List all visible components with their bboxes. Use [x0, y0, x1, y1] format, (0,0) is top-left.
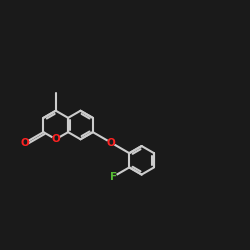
Text: O: O	[21, 138, 30, 148]
Circle shape	[22, 140, 29, 146]
Text: F: F	[110, 172, 117, 182]
Circle shape	[110, 174, 116, 180]
Circle shape	[108, 140, 114, 146]
Text: O: O	[52, 134, 60, 144]
Circle shape	[52, 136, 59, 142]
Text: O: O	[107, 138, 116, 148]
